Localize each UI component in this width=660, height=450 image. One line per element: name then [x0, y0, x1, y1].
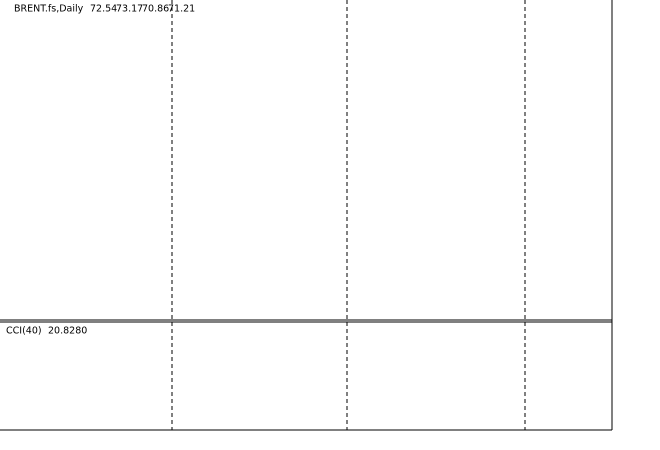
last-low: 70.86	[142, 4, 169, 15]
last-high: 73.17	[116, 4, 143, 15]
last-close: 71.21	[168, 4, 195, 15]
label-layer: BRENT.fs,Daily 72.54 73.17 70.86 71.21 C…	[6, 4, 195, 337]
symbol: BRENT.fs,Daily	[14, 4, 84, 15]
last-open: 72.54	[90, 4, 117, 15]
indicator-value: 20.8280	[48, 326, 87, 337]
indicator-name: CCI(40)	[6, 326, 42, 337]
